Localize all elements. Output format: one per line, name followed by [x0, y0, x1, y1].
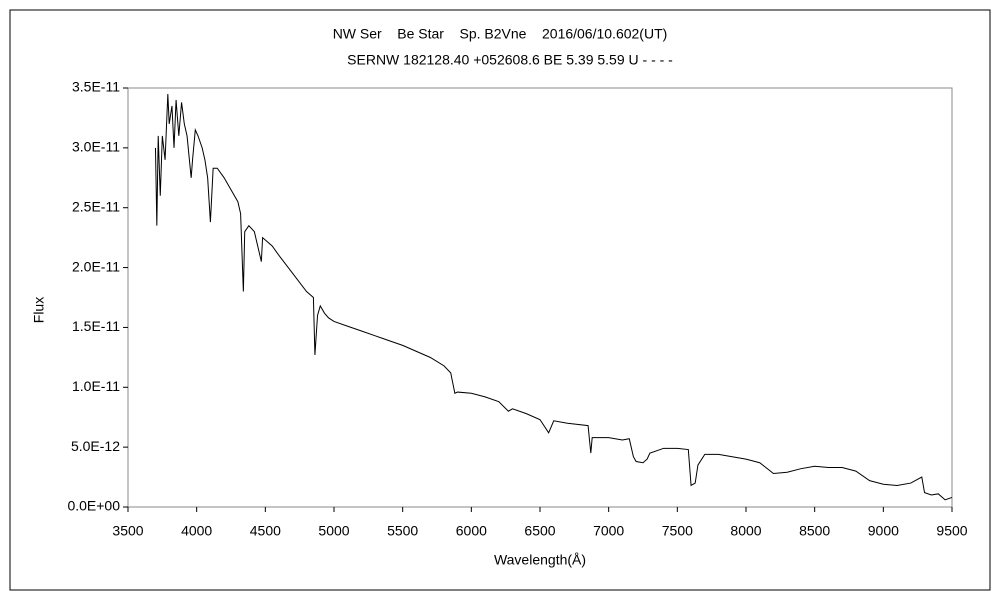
- y-tick-label: 3.0E-11: [72, 139, 120, 155]
- x-tick-label: 9000: [868, 523, 899, 539]
- chart-border: [9, 9, 991, 591]
- x-tick-label: 3500: [112, 523, 143, 539]
- x-tick-label: 7500: [662, 523, 693, 539]
- chart-subtitle: SERNW 182128.40 +052608.6 BE 5.39 5.59 U…: [347, 52, 673, 68]
- y-tick-label: 2.0E-11: [72, 258, 120, 274]
- y-tick-label: 1.5E-11: [72, 318, 120, 334]
- x-tick-label: 8000: [730, 523, 761, 539]
- y-tick-label: 2.5E-11: [72, 198, 120, 214]
- x-tick-label: 6500: [524, 523, 555, 539]
- x-tick-label: 5500: [387, 523, 418, 539]
- y-axis-label: Flux: [31, 297, 47, 323]
- x-axis-label: Wavelength(Å): [494, 552, 586, 568]
- x-tick-label: 7000: [593, 523, 624, 539]
- x-tick-label: 4500: [250, 523, 281, 539]
- x-tick-label: 8500: [799, 523, 830, 539]
- y-tick-label: 5.0E-12: [71, 438, 120, 454]
- spectrum-line: [154, 93, 953, 501]
- x-tick-label: 4000: [181, 523, 212, 539]
- y-tick-label: 1.0E-11: [72, 378, 120, 394]
- x-tick-label: 9500: [936, 523, 967, 539]
- x-tick-label: 6000: [456, 523, 487, 539]
- chart-title: NW Ser Be Star Sp. B2Vne 2016/06/10.602(…: [333, 26, 668, 42]
- x-tick-label: 5000: [318, 523, 349, 539]
- y-tick-label: 3.5E-11: [72, 79, 120, 95]
- y-tick-label: 0.0E+00: [67, 498, 120, 514]
